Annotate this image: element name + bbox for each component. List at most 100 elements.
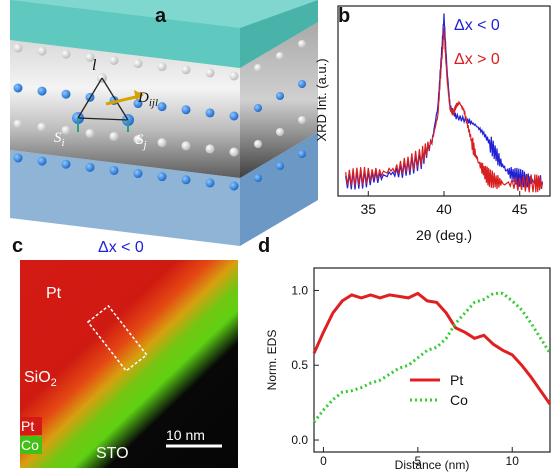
atom	[276, 92, 284, 100]
x-tick-label: 0	[320, 454, 327, 468]
atom	[229, 181, 239, 191]
atom	[61, 49, 71, 59]
dmi-vector	[105, 94, 141, 106]
bond-line	[101, 77, 129, 121]
legend-b-item: Δx < 0	[454, 17, 500, 34]
scalebar-label: 10 nm	[166, 427, 205, 443]
atom	[229, 71, 239, 81]
bond-line	[77, 117, 129, 121]
panel-c: c Δx < 0 Pt SiO2 STO Pt Co 10 nm	[12, 235, 238, 468]
substrate-front	[10, 150, 240, 246]
x-tick-label: 45	[512, 201, 528, 217]
atom	[205, 144, 215, 154]
eds-line-co	[312, 291, 552, 424]
ticks-d: 0 5 10 0.0 0.5 1.0	[291, 283, 519, 468]
legend-co-text: Co	[21, 437, 39, 453]
atom	[157, 62, 167, 72]
atom	[37, 156, 47, 166]
atom	[133, 59, 143, 69]
atom	[37, 86, 47, 96]
legend-co-swatch	[20, 436, 42, 454]
legend-pt-swatch	[20, 417, 42, 435]
eds-map	[20, 260, 238, 468]
y-tick-label: 0.5	[291, 358, 308, 372]
atom	[133, 135, 143, 145]
atom	[133, 169, 143, 179]
ticks-b: 35 40 45	[360, 191, 528, 217]
atom	[298, 80, 306, 88]
plot-d-frame	[313, 267, 551, 453]
atom	[181, 65, 191, 75]
panel-b: b XRD Int. (a.u.) 35 40 45 2θ (deg.) Δx < …	[314, 5, 551, 243]
dmi-label: Dijl	[137, 90, 158, 109]
legend-b-item: Δx > 0	[454, 51, 500, 68]
atom	[181, 105, 191, 115]
atom	[13, 119, 23, 129]
y-tick-label: 1.0	[291, 283, 308, 297]
atom	[205, 178, 215, 188]
xlabel-d: Distance (nm)	[395, 458, 470, 472]
series-b	[345, 13, 543, 193]
atom	[37, 46, 47, 56]
substrate-side	[240, 132, 318, 246]
atom	[276, 52, 284, 60]
panel-d: d Norm. EDS 0 5 100.00.51.0 Distance (nm) …	[258, 235, 552, 472]
panel-a: a l Dijl Si Sj	[10, 0, 318, 246]
dmi-arrowhead	[134, 90, 144, 100]
capping-side	[240, 0, 318, 68]
atom	[205, 68, 215, 78]
atom	[13, 83, 23, 93]
xlabel-b: 2θ (deg.)	[416, 227, 472, 243]
xrd-line-dx-negative	[345, 13, 543, 190]
atom	[61, 159, 71, 169]
atom	[85, 162, 95, 172]
atom	[298, 40, 306, 48]
atom	[37, 122, 47, 132]
capping-front	[10, 0, 240, 68]
heavy-metal-side	[240, 22, 318, 178]
atom	[205, 108, 215, 118]
atom	[276, 162, 284, 170]
atom	[229, 147, 239, 157]
atom	[181, 175, 191, 185]
label-sto-region: STO	[96, 445, 129, 462]
atom	[254, 104, 262, 112]
bond-line	[77, 77, 103, 119]
x-tick-label: 35	[360, 201, 376, 217]
panel-c-title: Δx < 0	[98, 239, 144, 256]
legend-pt-text: Pt	[21, 418, 34, 434]
atom	[109, 55, 119, 65]
legend-d-item: Pt	[450, 372, 463, 388]
panel-c-label: c	[12, 235, 23, 257]
atom	[157, 138, 167, 148]
atom	[276, 128, 284, 136]
atom	[85, 128, 95, 138]
atom	[13, 153, 23, 163]
x-tick-label: 5	[414, 454, 421, 468]
atom	[13, 43, 23, 53]
xrd-line-dx-positive	[345, 27, 543, 193]
atom	[254, 174, 262, 182]
panel-b-label: b	[338, 5, 350, 27]
atom	[61, 89, 71, 99]
atom	[157, 102, 167, 112]
y-tick-label: 0.0	[291, 433, 308, 447]
spin-i-label: Si	[54, 130, 65, 149]
atom	[229, 111, 239, 121]
series-d	[312, 291, 552, 424]
atom	[157, 172, 167, 182]
panel-a-label: a	[155, 5, 167, 27]
atom	[85, 52, 95, 62]
ylabel-d: Norm. EDS	[265, 330, 279, 391]
label-sio2-region: SiO2	[24, 369, 57, 389]
atom	[298, 150, 306, 158]
panel-d-label: d	[258, 235, 270, 257]
legend-d-item: Co	[450, 392, 468, 408]
atom	[133, 99, 143, 109]
x-tick-label: 10	[506, 454, 520, 468]
atom	[109, 165, 119, 175]
label-pt-region: Pt	[46, 285, 62, 302]
atom	[109, 131, 119, 141]
atom	[298, 116, 306, 124]
